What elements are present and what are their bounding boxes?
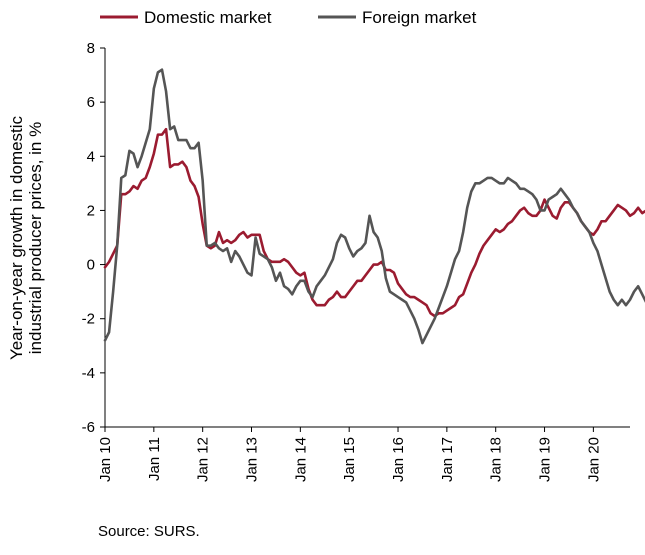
y-tick-label: 6 [87,94,95,111]
x-tick-label: Jan 20 [585,437,602,482]
x-tick-label: Jan 12 [195,437,212,482]
x-tick-label: Jan 17 [439,437,456,482]
x-tick-label: Jan 19 [537,437,554,482]
series-layer [103,68,645,345]
y-axis-title: Year-on-year growth in domestic industria… [7,115,45,360]
x-tick-label: Jan 18 [488,437,505,482]
y-tick-label: -4 [82,365,95,382]
chart: Domestic market Foreign market Year-on-ye… [7,8,645,482]
x-tick-label: Jan 11 [146,437,163,481]
x-tick-label: Jan 14 [292,437,309,482]
y-tick-label: -6 [82,419,95,436]
legend-label-foreign: Foreign market [362,8,477,27]
x-tick-label: Jan 10 [97,437,114,482]
x-tick-label: Jan 13 [244,437,261,482]
y-tick-label: 0 [87,257,95,274]
y-tick-label: 4 [87,148,95,165]
y-axis-title-line: industrial producer prices, in % [26,122,45,354]
y-axis-title-line: Year-on-year growth in domestic [7,115,26,360]
legend-label-domestic: Domestic market [144,8,272,27]
series-domestic-market-line [103,127,645,318]
y-tick-label: 8 [87,40,95,57]
series-foreign-market-line [103,68,645,345]
y-tick-label: -2 [82,311,95,328]
legend: Domestic market Foreign market [100,8,477,27]
x-tick-label: Jan 15 [341,437,358,482]
x-tick-label: Jan 16 [390,437,407,482]
source-note: Source: SURS. [98,523,200,540]
y-tick-label: 2 [87,202,95,219]
